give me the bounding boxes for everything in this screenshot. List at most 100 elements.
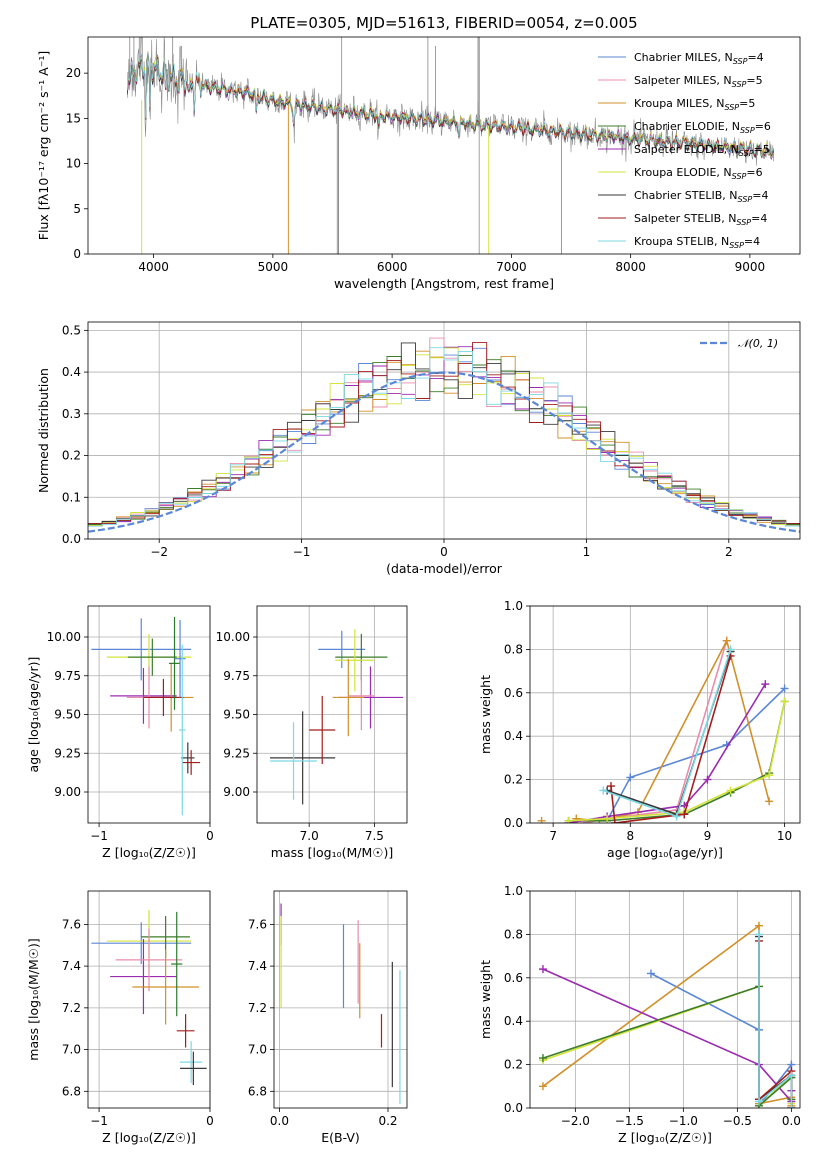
series-line	[568, 683, 766, 823]
y-tick-label: 0.4	[504, 729, 523, 743]
y-tick-label: 0.1	[62, 490, 81, 504]
mass-vs-EBV-plot-area	[280, 903, 401, 1104]
plus-marker	[538, 1054, 547, 1063]
x-tick-label: 7	[549, 829, 557, 843]
weight-vs-age-frame	[529, 605, 801, 824]
age-vs-Z-panel: −1 0 9.00 9.25 9.50 9.75 10.00 Z [log₁₀(Z/Z☉)] a…	[26, 605, 214, 860]
age-vs-Z-frame	[87, 605, 211, 824]
weight-series	[572, 636, 774, 823]
y-tick-label: 0	[73, 247, 81, 261]
weight-series	[607, 651, 735, 823]
spectrum-frame	[87, 36, 801, 255]
y-tick-label: 6.8	[62, 1084, 81, 1098]
histogram-step	[88, 342, 800, 525]
x-tick-label: 0	[440, 545, 448, 559]
data-point	[270, 711, 336, 805]
y-tick-label: 7.6	[62, 917, 81, 931]
x-tick-label: 7.0	[300, 829, 319, 843]
x-tick-label: −1	[90, 829, 108, 843]
data-point	[181, 742, 195, 774]
plus-marker	[603, 814, 612, 823]
y-tick-label: 9.50	[223, 708, 250, 722]
age-vs-mass-x-axis-label: mass [log₁₀(M/M☉)]	[271, 845, 393, 860]
plus-marker	[780, 684, 789, 693]
x-tick-label: 10	[777, 829, 792, 843]
spectrum-ticks: 4000 5000 6000 7000 8000 9000 0 5 10 15 20	[66, 66, 765, 274]
plus-marker	[765, 771, 774, 780]
age-vs-Z-plot-area	[91, 616, 201, 816]
x-tick-label: 8	[626, 829, 634, 843]
plus-marker	[722, 636, 731, 645]
weight-vs-Z-y-axis-label: mass weight	[478, 960, 493, 1039]
x-tick-label: −1.0	[669, 1114, 698, 1128]
plus-marker	[626, 773, 635, 782]
data-point	[110, 668, 177, 724]
y-tick-label: 0.3	[62, 407, 81, 421]
y-tick-label: 0.0	[62, 532, 81, 546]
x-tick-label: −1	[90, 1114, 108, 1128]
plus-marker	[703, 775, 712, 784]
x-tick-label: 9000	[735, 260, 766, 274]
weight-vs-age-grid	[530, 605, 800, 824]
mass-vs-Z-ticks: −1 0 6.8 7.0 7.2 7.4 7.6	[62, 917, 214, 1128]
data-point	[176, 1014, 195, 1048]
y-tick-label: 9.75	[54, 669, 81, 683]
plus-marker	[599, 786, 608, 795]
mass-vs-EBV-ticks: 0.0 0.2 6.8 7.0 7.2 7.4 7.6	[248, 917, 398, 1128]
data-point	[174, 619, 186, 698]
weight-vs-Z-x-axis-label: Z [log₁₀(Z/Z☉)]	[618, 1130, 712, 1145]
plus-marker	[726, 645, 735, 654]
x-tick-label: 6000	[377, 260, 408, 274]
plus-marker	[564, 816, 573, 823]
data-point	[182, 750, 201, 775]
histogram-step	[88, 347, 800, 527]
plus-marker	[680, 810, 689, 819]
y-tick-label: 9.00	[54, 785, 81, 799]
y-tick-label: 9.25	[54, 746, 81, 760]
legend-entry: Kroupa STELIB, NSSP=4	[634, 235, 760, 250]
age-vs-Z-ticks: −1 0 9.00 9.25 9.50 9.75 10.00	[47, 630, 214, 843]
weight-vs-age-plot-area	[537, 636, 789, 823]
y-tick-label: 5	[73, 202, 81, 216]
data-point	[270, 722, 317, 800]
data-spectrum-line	[127, 37, 775, 166]
y-tick-label: 7.4	[248, 959, 267, 973]
series-line	[583, 640, 728, 823]
residuals-panel: −2 −1 0 1 2 0.0 0.1 0.2 0.3 0.4 0.5 (data-model)/er…	[36, 321, 801, 576]
residuals-x-axis-label: (data-model)/error	[386, 561, 503, 576]
weight-series	[537, 816, 546, 823]
weight-vs-Z-panel: −2.0 −1.5 −1.0 −0.5 0.0 0.0 0.2 0.4 0.6 0.8 1.0 Z […	[478, 884, 801, 1145]
plus-marker	[538, 965, 547, 974]
plus-marker	[754, 921, 763, 930]
x-tick-label: 1	[583, 545, 591, 559]
residuals-ticks: −2 −1 0 1 2 0.0 0.1 0.2 0.3 0.4 0.5	[62, 323, 733, 559]
residuals-plot-area	[88, 337, 800, 533]
x-tick-label: 0.2	[378, 1114, 397, 1128]
series-line	[650, 972, 793, 1108]
legend-entry: Chabrier STELIB, NSSP=4	[634, 189, 768, 204]
weight-series	[603, 684, 789, 823]
mass-vs-Z-y-axis-label: mass [log₁₀(M/M☉)]	[26, 938, 41, 1060]
mass-vs-Z-plot-area	[91, 909, 207, 1086]
x-tick-label: 0	[206, 829, 214, 843]
y-tick-label: 0.6	[504, 686, 523, 700]
weight-vs-age-x-axis-label: age [log₁₀(age/yr)]	[607, 845, 723, 860]
series-line	[568, 701, 786, 822]
data-point	[180, 1041, 203, 1083]
plus-marker	[610, 819, 619, 823]
series-line	[758, 934, 793, 1108]
mass-vs-EBV-frame	[273, 890, 408, 1109]
spectrum-panel: 4000 5000 6000 7000 8000 9000 0 5 10 15 20 waveleng…	[36, 36, 801, 291]
normal-reference-curve	[88, 371, 800, 533]
plus-marker	[538, 1082, 547, 1091]
legend-entry: 𝒩(0, 1)	[738, 337, 778, 350]
y-tick-label: 7.6	[248, 917, 267, 931]
x-tick-label: 8000	[615, 260, 646, 274]
y-tick-label: 9.75	[223, 669, 250, 683]
weight-vs-age-y-axis-label: mass weight	[478, 675, 493, 754]
weight-series	[564, 680, 770, 823]
y-tick-label: 0.2	[504, 1058, 523, 1072]
y-tick-label: 0.4	[504, 1014, 523, 1028]
y-tick-label: 7.2	[248, 1001, 267, 1015]
y-tick-label: 1.0	[504, 884, 523, 898]
